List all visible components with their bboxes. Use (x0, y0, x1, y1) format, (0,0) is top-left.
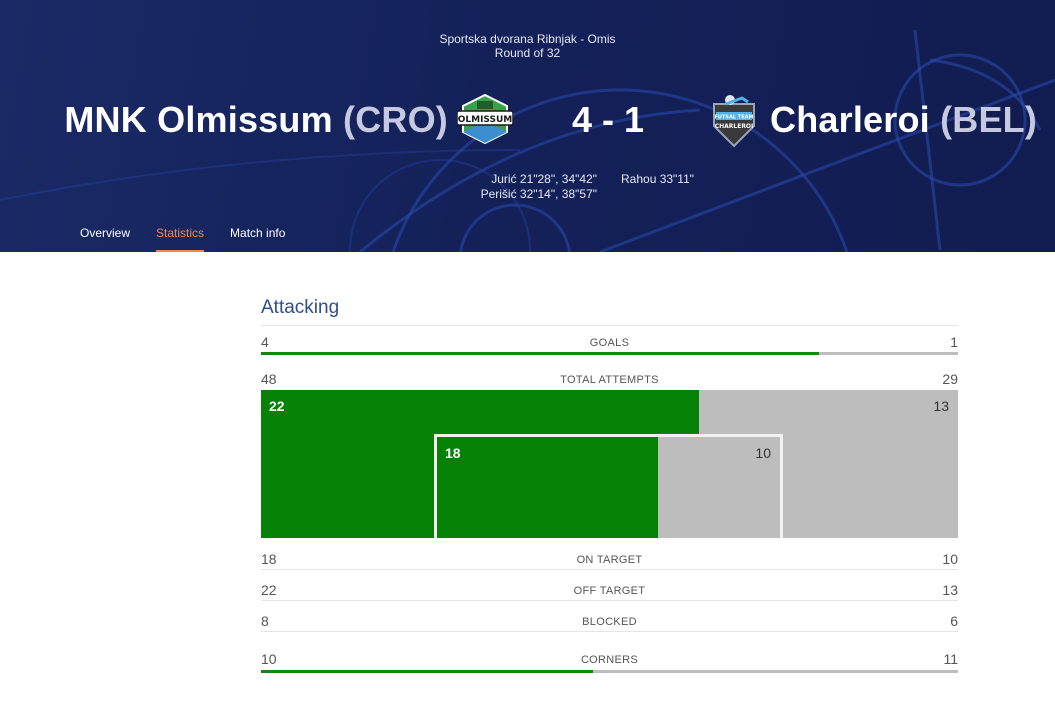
attempts-on-away-value: 10 (755, 445, 771, 461)
stat-row-on-target: 18 ON TARGET 10 (261, 550, 958, 572)
attempts-off-away-value: 13 (933, 398, 949, 414)
tab-statistics[interactable]: Statistics (156, 225, 205, 252)
total-attempts-label: TOTAL ATTEMPTS (560, 374, 659, 386)
goals-bar-away (818, 352, 958, 355)
stat-row-corners: 10 CORNERS 11 (261, 650, 958, 672)
olmissum-logo: OLMISSUM (457, 93, 513, 145)
divider (261, 600, 958, 601)
home-team-country: (CRO) (343, 99, 448, 140)
charleroi-logo: FUTSAL TEAM CHARLEROI (713, 95, 755, 148)
attempts-on-home-value: 18 (445, 445, 461, 461)
divider (261, 631, 958, 632)
goal-frame: 18 10 (434, 434, 783, 538)
away-scorers: Rahou 33"11" (621, 172, 694, 187)
goals-bar-home (261, 352, 819, 355)
round: Round of 32 (494, 46, 561, 60)
stat-row-off-target: 22 OFF TARGET 13 (261, 581, 958, 603)
olmissum-logo-text: OLMISSUM (458, 115, 513, 125)
match-tabs: Overview Statistics Match info (80, 225, 311, 252)
corners-bar (261, 670, 958, 673)
goals-home-value: 4 (261, 334, 269, 350)
total-attempts-away-value: 29 (942, 371, 958, 387)
total-attempts-home-value: 48 (261, 371, 277, 387)
match-score: 4 - 1 (571, 99, 645, 140)
corners-bar-away (592, 670, 958, 673)
home-scorer-line: Perišić 32"14", 38"57" (480, 187, 597, 201)
divider (261, 569, 958, 570)
stat-row-total-attempts: 48 TOTAL ATTEMPTS 29 (261, 370, 958, 392)
off-target-away-value: 13 (942, 582, 958, 598)
header-decoration (0, 29, 1055, 252)
on-target-away-value: 10 (942, 551, 958, 567)
match-header: Sportska dvorana Ribnjak - Omis Round of… (0, 0, 1055, 252)
divider (261, 325, 958, 326)
goals-away-value: 1 (950, 334, 958, 350)
away-scorer-line: Rahou 33"11" (621, 172, 695, 186)
tab-overview[interactable]: Overview (80, 226, 131, 240)
stat-row-goals: 4 GOALS 1 (261, 333, 958, 355)
away-team[interactable]: Charleroi (BEL) (770, 98, 1037, 142)
away-team-name: Charleroi (770, 99, 930, 140)
blocked-home-value: 8 (261, 613, 269, 629)
home-scorers: Jurić 21"28", 34"42" Perišić 32"14", 38"… (481, 172, 597, 202)
corners-label: CORNERS (580, 654, 639, 666)
blocked-away-value: 6 (950, 613, 958, 629)
charleroi-logo-text-bottom: CHARLEROI (715, 123, 754, 130)
home-scorer-line: Jurić 21"28", 34"42" (491, 172, 597, 186)
off-target-home-value: 22 (261, 582, 277, 598)
goals-bar (261, 352, 958, 355)
section-title: Attacking (261, 297, 340, 318)
home-team[interactable]: MNK Olmissum (CRO) (64, 98, 448, 142)
venue: Sportska dvorana Ribnjak - Omis (439, 32, 616, 46)
attempts-off-home-value: 22 (269, 398, 285, 414)
charleroi-logo-text-top: FUTSAL TEAM (715, 115, 754, 121)
away-team-country: (BEL) (940, 99, 1038, 140)
attempts-on-home-fill (437, 437, 658, 538)
goals-label: GOALS (589, 337, 630, 349)
home-team-name: MNK Olmissum (64, 99, 333, 140)
off-target-label: OFF TARGET (573, 585, 646, 597)
attempts-graphic: 22 13 18 10 (261, 390, 958, 538)
on-target-home-value: 18 (261, 551, 277, 567)
corners-home-value: 10 (261, 651, 277, 667)
corners-away-value: 11 (943, 651, 958, 667)
corners-bar-home (261, 670, 593, 673)
stat-row-blocked: 8 BLOCKED 6 (261, 612, 958, 634)
blocked-label: BLOCKED (582, 616, 637, 628)
on-target-label: ON TARGET (576, 554, 643, 566)
tab-match-info[interactable]: Match info (230, 226, 286, 240)
